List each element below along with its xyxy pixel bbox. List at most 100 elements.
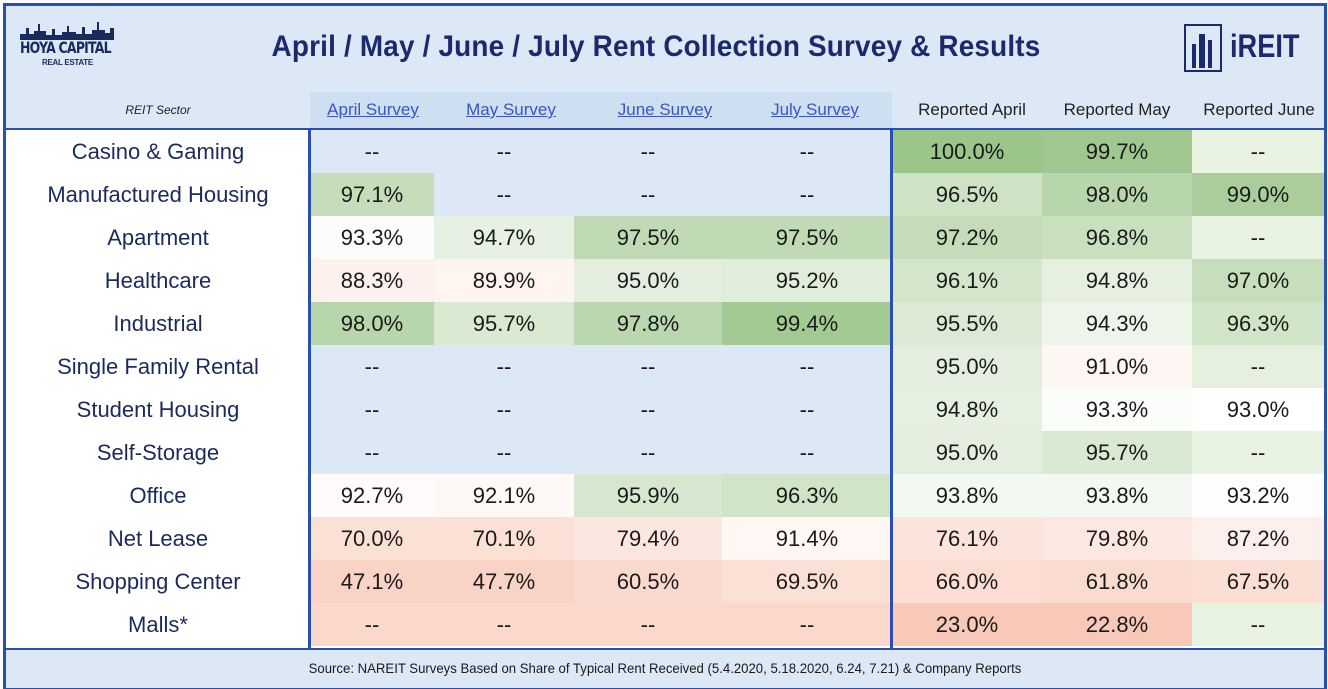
sector-label: Manufactured Housing <box>47 182 269 207</box>
page-title: April / May / June / July Rent Collectio… <box>271 30 1041 63</box>
data-cell: 94.8% <box>892 388 1042 431</box>
data-cell: 99.4% <box>722 302 892 345</box>
data-cell: 96.8% <box>1042 216 1192 259</box>
april-survey-link[interactable]: April Survey <box>327 100 419 119</box>
data-cell: 92.7% <box>310 474 434 517</box>
source-note: Source: NAREIT Surveys Based on Share of… <box>308 660 1022 676</box>
data-cell: 47.7% <box>434 560 574 603</box>
data-cell: 96.3% <box>1192 302 1324 345</box>
data-cell: -- <box>434 603 574 646</box>
sector-label: Office <box>129 483 187 508</box>
data-cell: -- <box>310 345 434 388</box>
column-divider <box>308 128 311 648</box>
data-cell: 95.2% <box>722 259 892 302</box>
data-cell: 70.0% <box>310 517 434 560</box>
table-row: Office 92.7% 92.1% 95.9% 96.3% 93.8% 93.8% 93.2… <box>6 474 1324 517</box>
sector-label: Self-Storage <box>96 440 220 465</box>
sector-label: Casino & Gaming <box>71 139 245 164</box>
data-cell: -- <box>310 603 434 646</box>
data-cell: 70.1% <box>434 517 574 560</box>
data-cell: 96.5% <box>892 173 1042 216</box>
may-survey-link[interactable]: May Survey <box>466 100 556 119</box>
data-cell: 99.0% <box>1192 173 1324 216</box>
data-cell: -- <box>722 345 892 388</box>
table-row: Student Housing -- -- -- -- 94.8% 93.3% 93.0% <box>6 388 1324 431</box>
data-cell: 67.5% <box>1192 560 1324 603</box>
data-cell: -- <box>310 388 434 431</box>
sector-label: Healthcare <box>104 268 212 293</box>
building-icon <box>1184 24 1222 72</box>
sector-label: Single Family Rental <box>57 354 259 379</box>
column-header-row: REIT Sector April Survey May Survey June… <box>6 92 1324 130</box>
sector-label: Industrial <box>113 311 203 336</box>
data-cell: 100.0% <box>892 130 1042 173</box>
table-row: Malls* -- -- -- -- 23.0% 22.8% -- <box>6 603 1324 646</box>
sector-label: Shopping Center <box>75 569 241 594</box>
data-cell: 97.5% <box>722 216 892 259</box>
table-row: Shopping Center 47.1% 47.7% 60.5% 69.5% 66.0%… <box>6 560 1324 603</box>
data-cell: -- <box>310 431 434 474</box>
header-bar: HOYA CAPITAL REAL ESTATE April / May / J… <box>6 6 1324 94</box>
data-cell: 95.0% <box>892 345 1042 388</box>
july-survey-link[interactable]: July Survey <box>771 100 859 119</box>
survey-header-band <box>310 92 892 128</box>
data-cell: 96.1% <box>892 259 1042 302</box>
data-cell: 93.8% <box>1042 474 1192 517</box>
hoya-capital-logo: HOYA CAPITAL REAL ESTATE <box>20 20 120 82</box>
data-cell: 61.8% <box>1042 560 1192 603</box>
data-cell: -- <box>722 173 892 216</box>
data-cell: -- <box>434 388 574 431</box>
data-cell: -- <box>574 130 722 173</box>
table-row: Healthcare 88.3% 89.9% 95.0% 95.2% 96.1% 94.8%… <box>6 259 1324 302</box>
data-cell: -- <box>722 431 892 474</box>
data-cell: -- <box>434 173 574 216</box>
data-cell: 97.2% <box>892 216 1042 259</box>
data-cell: 95.9% <box>574 474 722 517</box>
skyline-icon <box>20 22 114 40</box>
data-cell: 98.0% <box>310 302 434 345</box>
column-divider <box>890 128 893 648</box>
sector-label: Apartment <box>107 225 209 250</box>
table-row: Casino & Gaming -- -- -- -- 100.0% 99.7% -- <box>6 130 1324 173</box>
sector-label: Net Lease <box>107 526 209 551</box>
data-cell: -- <box>574 173 722 216</box>
ireit-logo: iREIT <box>1184 20 1302 76</box>
data-cell: -- <box>574 345 722 388</box>
data-cell: -- <box>310 130 434 173</box>
data-cell: -- <box>434 431 574 474</box>
data-cell: -- <box>1192 345 1324 388</box>
data-cell: 95.7% <box>1042 431 1192 474</box>
data-cell: 91.0% <box>1042 345 1192 388</box>
sector-label: Student Housing <box>76 397 240 422</box>
data-cell: 97.8% <box>574 302 722 345</box>
data-cell: 91.4% <box>722 517 892 560</box>
data-cell: 95.0% <box>892 431 1042 474</box>
table-frame: HOYA CAPITAL REAL ESTATE April / May / J… <box>3 3 1327 689</box>
data-cell: -- <box>1192 431 1324 474</box>
data-cell: 99.7% <box>1042 130 1192 173</box>
column-header-sector: REIT Sector <box>125 103 191 117</box>
footer-bar: Source: NAREIT Surveys Based on Share of… <box>6 648 1324 688</box>
data-cell: 97.0% <box>1192 259 1324 302</box>
june-survey-link[interactable]: June Survey <box>617 100 713 119</box>
data-cell: 93.3% <box>310 216 434 259</box>
data-cell: -- <box>574 603 722 646</box>
data-cell: -- <box>1192 130 1324 173</box>
data-cell: 87.2% <box>1192 517 1324 560</box>
data-cell: 23.0% <box>892 603 1042 646</box>
table-row: Industrial 98.0% 95.7% 97.8% 99.4% 95.5% 94.3%… <box>6 302 1324 345</box>
sector-label: Malls* <box>128 612 188 637</box>
column-header-reported-april: Reported April <box>918 100 1026 119</box>
data-cell: 93.8% <box>892 474 1042 517</box>
data-cell: -- <box>722 388 892 431</box>
table-row: Single Family Rental -- -- -- -- 95.0% 91.0% -- <box>6 345 1324 388</box>
data-cell: 47.1% <box>310 560 434 603</box>
data-cell: 94.3% <box>1042 302 1192 345</box>
rent-collection-table: Casino & Gaming -- -- -- -- 100.0% 99.7% -- Manu… <box>6 130 1324 646</box>
data-cell: 22.8% <box>1042 603 1192 646</box>
data-cell: -- <box>1192 216 1324 259</box>
data-cell: 60.5% <box>574 560 722 603</box>
data-cell: -- <box>574 388 722 431</box>
data-cell: 96.3% <box>722 474 892 517</box>
table-row: Self-Storage -- -- -- -- 95.0% 95.7% -- <box>6 431 1324 474</box>
